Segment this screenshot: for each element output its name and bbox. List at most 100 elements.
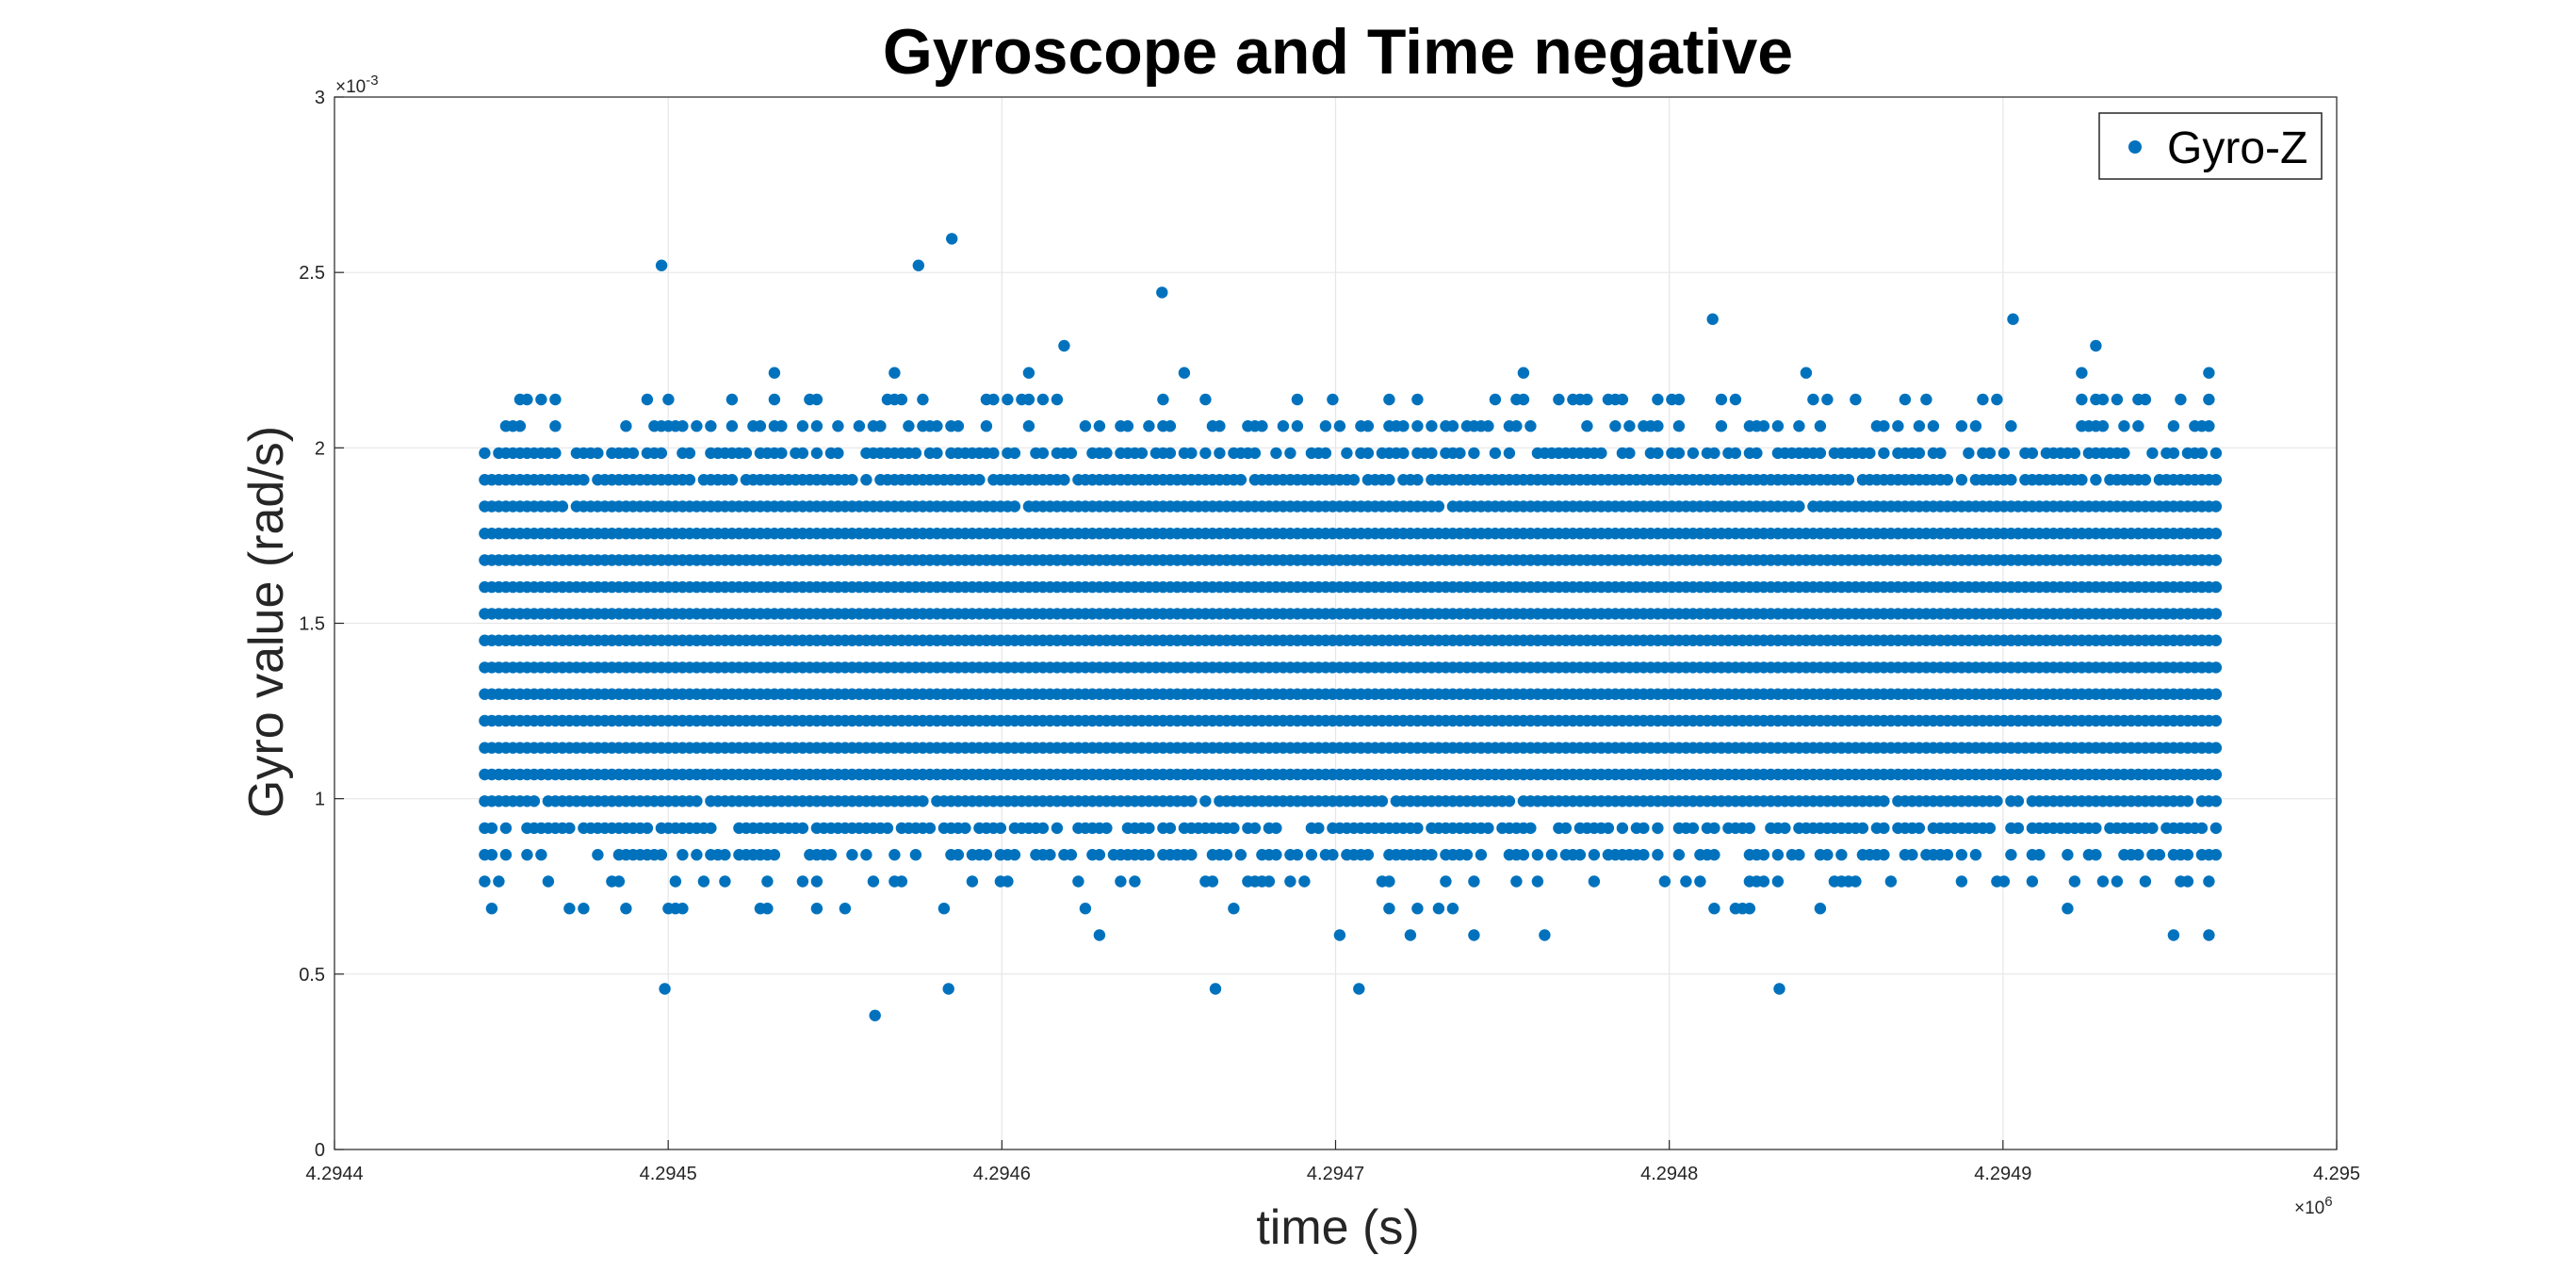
x-axis-exponent: ×106	[2294, 1194, 2333, 1218]
data-point	[1878, 795, 1890, 807]
data-point	[1941, 474, 1954, 486]
data-point	[1821, 393, 1834, 406]
data-point	[2111, 875, 2124, 888]
data-point	[889, 367, 901, 379]
data-point	[1058, 474, 1070, 486]
data-point	[1234, 849, 1247, 861]
data-point	[1298, 875, 1311, 888]
data-point	[2033, 849, 2046, 861]
data-point	[1517, 849, 1530, 861]
data-point	[1002, 393, 1014, 406]
data-point	[2181, 795, 2194, 807]
data-point	[2062, 849, 2074, 861]
data-point	[677, 420, 689, 432]
data-point	[796, 447, 809, 460]
data-point	[1595, 447, 1607, 460]
data-point	[1284, 875, 1296, 888]
data-point	[1157, 393, 1169, 406]
data-point	[966, 875, 979, 888]
data-point	[691, 795, 703, 807]
data-point	[1397, 420, 1410, 432]
data-point	[1955, 875, 1968, 888]
outlier-point	[1353, 983, 1365, 995]
data-point	[1270, 822, 1282, 835]
data-point	[549, 393, 562, 406]
data-point	[535, 393, 547, 406]
data-point	[2090, 474, 2102, 486]
data-point	[1248, 447, 1262, 460]
data-point	[2209, 580, 2223, 594]
data-point	[662, 393, 675, 406]
data-point	[1991, 393, 2003, 406]
data-point	[1842, 474, 1855, 486]
data-point	[556, 500, 569, 513]
data-point	[542, 875, 555, 888]
data-point	[2012, 795, 2025, 807]
data-point	[775, 447, 788, 460]
data-point	[620, 420, 632, 432]
data-point	[705, 420, 717, 432]
data-point	[2181, 875, 2194, 888]
data-point	[1708, 447, 1720, 460]
data-point	[1729, 447, 1742, 460]
data-point	[1531, 875, 1544, 888]
data-point	[2209, 634, 2223, 646]
data-point	[740, 447, 753, 460]
data-point	[1609, 420, 1622, 432]
data-point	[1333, 929, 1346, 941]
data-point	[1510, 875, 1523, 888]
data-point	[1771, 875, 1785, 888]
x-tick-label: 4.2945	[640, 1164, 697, 1184]
data-point	[881, 822, 894, 835]
data-point	[1454, 447, 1466, 460]
y-axis-label: Gyro value (rad/s)	[239, 426, 294, 818]
data-point	[655, 447, 668, 460]
data-point	[1305, 849, 1318, 861]
data-point	[521, 393, 533, 406]
data-point	[1432, 903, 1445, 915]
data-point	[1093, 929, 1106, 941]
data-point	[931, 420, 943, 432]
y-tick-label: 2.5	[299, 263, 325, 284]
data-point	[846, 474, 858, 486]
data-point	[2167, 420, 2180, 432]
outlier-point	[1706, 313, 1719, 325]
data-point	[2076, 367, 2088, 379]
data-point	[895, 393, 908, 406]
data-point	[2175, 393, 2187, 406]
data-point	[1426, 447, 1438, 460]
data-point	[1708, 903, 1720, 915]
data-point	[2062, 903, 2074, 915]
data-point	[493, 875, 505, 888]
data-point	[1638, 822, 1650, 835]
data-point	[2167, 929, 2180, 941]
data-point	[1850, 875, 1862, 888]
data-point	[839, 903, 852, 915]
data-point	[2209, 661, 2223, 674]
data-point	[1115, 875, 1127, 888]
data-point	[1503, 447, 1516, 460]
data-point	[1573, 849, 1587, 861]
data-point	[1616, 393, 1629, 406]
data-point	[578, 474, 590, 486]
data-point	[1539, 929, 1551, 941]
data-point	[1878, 420, 1890, 432]
data-point	[1341, 447, 1353, 460]
data-point	[1199, 393, 1212, 406]
data-point	[1489, 393, 1502, 406]
data-point	[1446, 903, 1459, 915]
data-point	[1164, 822, 1177, 835]
data-point	[1955, 420, 1968, 432]
data-point	[691, 420, 703, 432]
data-point	[874, 420, 887, 432]
data-point	[1214, 447, 1226, 460]
data-point	[1256, 420, 1268, 432]
data-point	[2076, 474, 2088, 486]
data-point	[2209, 849, 2223, 861]
data-point	[1327, 393, 1339, 406]
data-point	[895, 875, 908, 888]
data-point	[846, 849, 858, 861]
data-point	[592, 849, 604, 861]
data-point	[1199, 795, 1212, 807]
data-point	[1093, 420, 1106, 432]
